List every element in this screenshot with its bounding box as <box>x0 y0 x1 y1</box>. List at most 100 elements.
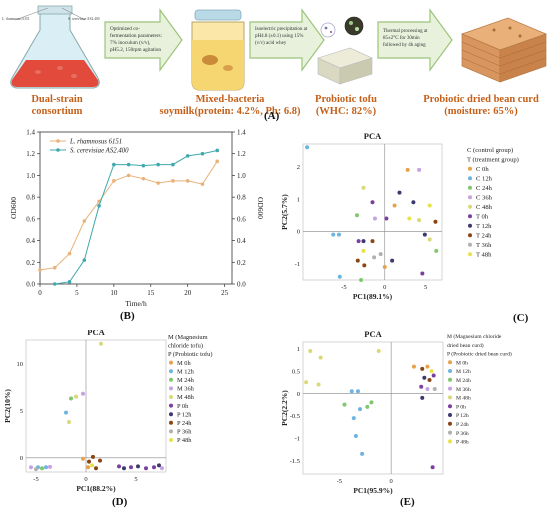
y-tick-label-right: 0.2 <box>237 259 246 267</box>
panel-c-letter: (C) <box>513 312 529 324</box>
pca-point <box>432 386 437 391</box>
pca-point <box>382 265 387 270</box>
pca-point <box>48 464 52 469</box>
stage-2-line-2: soymilk(protein: 4.2%, Ph: 6.8) <box>159 106 301 117</box>
pca-point <box>34 467 38 472</box>
pca-point <box>87 459 91 464</box>
y-tick-label-left: 1.2 <box>26 150 35 158</box>
y-tick-label: -1 <box>295 436 300 443</box>
pca-point <box>81 391 85 396</box>
stage-2-line-1: Mixed-bacteria <box>195 94 265 105</box>
legend-label: M 12h <box>456 369 471 375</box>
pca-point <box>361 185 366 190</box>
stage-label-2: Mixed-bacteria soymilk(protein: 4.2%, Ph… <box>150 94 310 118</box>
x-tick-label: 0 <box>390 478 393 485</box>
x-tick-label: 10 <box>110 289 118 297</box>
legend-label: M 48h <box>456 396 471 402</box>
legend-header: dried bean curd) <box>447 342 484 349</box>
y-tick-label: 5 <box>20 408 23 415</box>
series-1-point <box>156 181 160 185</box>
legend-marker <box>169 429 173 434</box>
pca-point <box>425 364 430 369</box>
pca-point <box>370 200 375 205</box>
pca-point <box>160 466 164 471</box>
pca-title: PCA <box>87 330 105 337</box>
growth-curve-chart: 0 5 10 15 20 25 0.0 0.0 0.2 0.2 0.4 0.4 0.6 0.6 0.8 0.8… <box>9 129 265 309</box>
series-1-point <box>200 182 205 186</box>
pca-point <box>405 167 410 172</box>
y-tick-label-left: 1.4 <box>26 129 35 137</box>
legend-label: C 24h <box>476 185 493 192</box>
arrow-3-text: Thermal processing at 85±2°C for 30min f… <box>383 29 429 48</box>
y-tick-label: 1 <box>297 346 300 353</box>
legend-header: M (Magnesium chloride <box>447 333 502 340</box>
pca-point <box>99 341 103 346</box>
pca-point <box>336 232 341 237</box>
pca-point <box>425 386 430 391</box>
panel-d-letter: (D) <box>112 496 128 508</box>
pca-point <box>360 451 365 456</box>
pca-chart-d: PCA -5 0 5 0 5 10 PC1(88.2%) PC2(10%) M (Magnesiu… <box>3 327 213 493</box>
legend-label: T 0h <box>476 214 489 221</box>
pca-point <box>29 465 33 470</box>
pca-point <box>372 255 377 260</box>
series-1-point <box>171 179 175 183</box>
arrow-1-text: Optimized co- fermentation parameters: 7… <box>110 26 163 53</box>
legend-marker <box>169 412 173 417</box>
y-tick-label-left: 0.4 <box>26 237 35 245</box>
flask-label-1: L. rhamnosus 6151 <box>2 17 30 21</box>
pca-chart-e: PCA -5 0 -1.5 -1 -0.5 0 0.5 1 PC1(95.9%) PC2(2.2%)… <box>280 329 512 495</box>
legend-label: P 48h <box>456 440 469 446</box>
legend-marker <box>448 421 452 426</box>
pca-point <box>365 404 370 409</box>
stage-1-line-1: Dual-strain <box>31 94 83 105</box>
pca-point <box>86 465 90 470</box>
legend-marker <box>169 386 173 391</box>
pca-point <box>67 420 71 425</box>
y-tick-label-right: 1.0 <box>237 172 246 180</box>
legend-header: T (treatment group) <box>467 157 519 164</box>
series-2-point <box>171 162 175 167</box>
pca-point <box>90 463 94 468</box>
x-tick-label: 25 <box>221 289 229 297</box>
plot-frame <box>302 143 443 281</box>
pca-point <box>122 466 126 471</box>
pca-point <box>422 232 427 237</box>
pca-point <box>420 366 425 371</box>
pca-point <box>359 278 364 282</box>
y-tick-label-left: 0.2 <box>26 259 35 267</box>
legend-label: M 24h <box>456 378 471 384</box>
legend-marker <box>448 430 452 435</box>
y-tick-label-right: 0.4 <box>237 237 246 245</box>
pca-point <box>355 389 360 394</box>
panel-c: PCA -5 0 5 -1 0 1 2 PC1(89.1%) PC2(5.7%) C (contro… <box>275 124 550 324</box>
legend-marker <box>169 438 173 442</box>
x-tick-label: 0 <box>38 289 42 297</box>
x-tick-label: 15 <box>147 289 155 297</box>
y-tick-label-left: 0.0 <box>26 281 35 289</box>
pca-point <box>422 375 427 380</box>
flask-illustration <box>10 5 100 89</box>
legend-label: M 0h <box>456 360 468 366</box>
legend-marker <box>448 360 452 365</box>
x-tick-label: -5 <box>337 478 342 485</box>
arrow-2-text: Isoelectric precipitation at pH4.8 (±0.1… <box>255 27 308 46</box>
dried-bean-curd-illustration <box>461 17 547 83</box>
series-2-point <box>215 148 220 153</box>
series-1-point <box>52 265 57 270</box>
legend-label: M 48h <box>177 394 195 401</box>
process-arrow-1 <box>104 8 183 72</box>
pca-point <box>370 239 375 244</box>
series-1-point <box>67 251 72 256</box>
legend-label: P 0h <box>456 404 466 410</box>
y-tick-label: 1 <box>297 196 300 203</box>
pca-point <box>431 373 436 378</box>
stage-label-3: Probiotic tofu (WHC: 82%) <box>304 94 388 118</box>
pca-point <box>44 465 48 470</box>
y-tick-label: 0 <box>20 455 23 462</box>
pca-chart-c: PCA -5 0 5 -1 0 1 2 PC1(89.1%) PC2(5.7%) C (contro… <box>280 131 519 301</box>
legend-label: M 24h <box>177 377 195 384</box>
y-tick-label: 10 <box>17 361 24 368</box>
tofu-illustration <box>317 16 373 85</box>
legend-marker <box>468 166 472 171</box>
